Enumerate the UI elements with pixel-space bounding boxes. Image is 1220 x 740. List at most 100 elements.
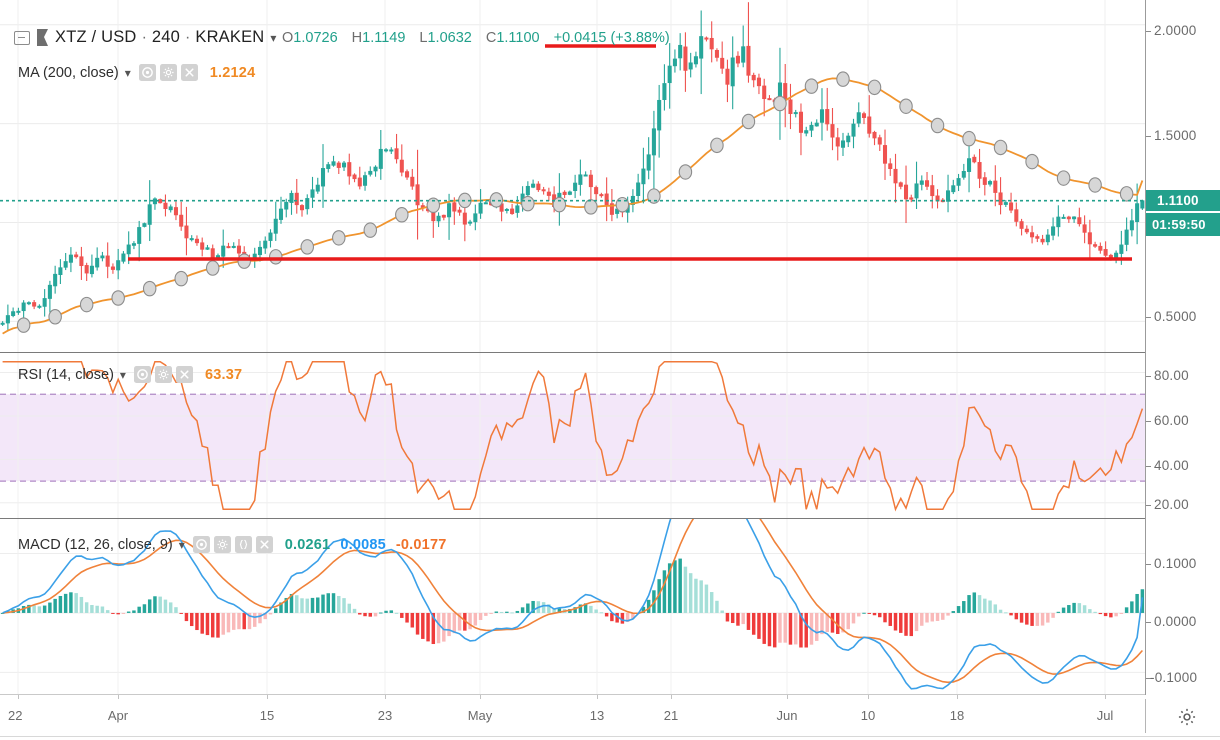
time-axis-tick-mark <box>385 695 386 699</box>
price-change: +0.0415 (+3.88%) <box>553 30 670 46</box>
eye-icon[interactable] <box>138 64 156 81</box>
time-axis-tick-mark <box>1105 695 1106 699</box>
price-chart-svg <box>0 0 1145 352</box>
rsi-title[interactable]: RSI (14, close) <box>18 366 114 383</box>
ma-title[interactable]: MA (200, close) <box>18 64 119 81</box>
gear-icon[interactable] <box>213 536 231 553</box>
rsi-button-group <box>133 366 197 383</box>
ohlc-low-value: 1.0632 <box>427 30 472 46</box>
price-axis[interactable]: 2.0000 1.5000 0.5000 1.1100 01:59:50 80.… <box>1145 0 1220 695</box>
interval-label[interactable]: 240 <box>151 28 181 46</box>
current-price-badge[interactable]: 1.1100 <box>1146 190 1220 211</box>
ohlc-open-value: 1.0726 <box>293 30 338 46</box>
gear-icon[interactable] <box>1176 706 1198 728</box>
ohlc-high-label: H <box>351 30 363 46</box>
macd-title[interactable]: MACD (12, 26, close, 9) <box>18 536 173 553</box>
chevron-down-icon[interactable]: ▾ <box>270 30 277 45</box>
time-axis-tick-mark <box>267 695 268 699</box>
axis-tick-mark <box>1146 622 1151 623</box>
ma-button-group <box>138 64 202 81</box>
time-axis-tick-mark <box>787 695 788 699</box>
axis-tick-mark <box>1146 31 1151 32</box>
time-axis-tick-4: May <box>467 708 493 723</box>
axis-tick-mark <box>1146 376 1151 377</box>
macd-histogram-value: -0.0177 <box>395 536 447 553</box>
gear-icon[interactable] <box>154 366 172 383</box>
pane-separator-rsi-macd[interactable] <box>0 518 1220 519</box>
rsi-axis-tick-0: 80.00 <box>1154 368 1189 383</box>
macd-axis-tick-0: 0.1000 <box>1154 556 1197 571</box>
time-axis-tick-7: Jun <box>776 708 798 723</box>
pane-separator-price-rsi[interactable] <box>0 352 1220 353</box>
time-axis-tick-0: 22 <box>8 708 23 723</box>
braces-icon[interactable] <box>234 536 252 553</box>
rsi-value: 63.37 <box>204 366 243 383</box>
countdown-badge: 01:59:50 <box>1146 213 1220 236</box>
axis-tick-mark <box>1146 678 1151 679</box>
close-icon[interactable] <box>255 536 273 553</box>
eye-icon[interactable] <box>192 536 210 553</box>
ohlc-open-label: O <box>282 30 294 46</box>
time-axis-tick-1: Apr <box>107 708 129 723</box>
time-axis-tick-mark <box>480 695 481 699</box>
close-icon[interactable] <box>175 366 193 383</box>
axis-tick-mark <box>1146 421 1151 422</box>
minus-box-icon[interactable] <box>14 30 30 45</box>
time-axis-tick-mark <box>671 695 672 699</box>
axis-tick-mark <box>1146 317 1151 318</box>
ohlc-high-value: 1.1149 <box>362 30 406 46</box>
macd-axis-tick-1: 0.0000 <box>1154 614 1197 629</box>
gear-icon[interactable] <box>159 64 177 81</box>
rsi-axis-tick-3: 20.00 <box>1154 497 1189 512</box>
ma-indicator-legend[interactable]: MA (200, close) ▾ 1.2124 <box>18 64 255 81</box>
chevron-down-icon[interactable]: ▾ <box>178 537 185 552</box>
symbol-name[interactable]: XTZ / USD <box>55 28 137 46</box>
symbol-sep-2: · <box>185 28 191 46</box>
time-axis-tick-2: 15 <box>259 708 275 723</box>
axis-tick-mark <box>1146 505 1151 506</box>
rsi-axis-tick-1: 60.00 <box>1154 413 1189 428</box>
ohlc-low: L1.0632 <box>419 30 471 46</box>
time-axis-tick-6: 21 <box>663 708 679 723</box>
time-axis-tick-mark <box>868 695 869 699</box>
time-axis-tick-5: 13 <box>589 708 605 723</box>
ohlc-close-value: 1.1100 <box>496 30 540 46</box>
ohlc-legend: O1.0726 H1.1149 L1.0632 C1.1100 +0.0415 … <box>282 30 670 46</box>
time-axis-tick-mark <box>118 695 119 699</box>
axis-tick-mark <box>1146 564 1151 565</box>
close-icon[interactable] <box>180 64 198 81</box>
price-chart-pane[interactable] <box>0 0 1145 352</box>
exchange-label[interactable]: KRAKEN <box>195 28 265 46</box>
chevron-down-icon[interactable]: ▾ <box>119 367 126 382</box>
symbol-sep-1: · <box>141 28 147 46</box>
rsi-axis-tick-2: 40.00 <box>1154 458 1189 473</box>
time-axis-tick-mark <box>597 695 598 699</box>
time-axis-baseline <box>0 736 1220 737</box>
ohlc-close: C1.1100 <box>486 30 540 46</box>
time-axis-tick-9: 18 <box>949 708 965 723</box>
macd-value: 0.0261 <box>284 536 331 553</box>
time-axis-tick-8: 10 <box>860 708 876 723</box>
axis-tick-mark <box>1146 466 1151 467</box>
rsi-indicator-legend[interactable]: RSI (14, close) ▾ 63.37 <box>18 366 242 383</box>
price-axis-tick-2: 0.5000 <box>1154 309 1197 324</box>
eye-icon[interactable] <box>133 366 151 383</box>
time-axis-divider <box>1145 699 1146 733</box>
symbol-legend[interactable]: XTZ / USD · 240 · KRAKEN ▾ <box>14 28 276 47</box>
macd-chart-pane[interactable] <box>0 519 1145 695</box>
axis-tick-mark <box>1146 136 1151 137</box>
ohlc-high: H1.1149 <box>352 30 406 46</box>
macd-chart-svg <box>0 519 1145 695</box>
price-axis-tick-1: 1.5000 <box>1154 128 1197 143</box>
macd-signal-value: 0.0085 <box>340 536 386 553</box>
ohlc-open: O1.0726 <box>282 30 338 46</box>
ma-value: 1.2124 <box>209 64 256 81</box>
time-axis-tick-3: 23 <box>377 708 393 723</box>
time-axis-tick-mark <box>957 695 958 699</box>
macd-axis-tick-2: -0.1000 <box>1150 670 1198 685</box>
macd-button-group <box>192 536 277 553</box>
time-axis[interactable]: 22 Apr 15 23 May 13 21 Jun 10 18 Jul <box>0 695 1220 740</box>
ohlc-close-label: C <box>485 30 497 46</box>
macd-indicator-legend[interactable]: MACD (12, 26, close, 9) ▾ 0.0261 0.0085 … <box>18 536 446 553</box>
chevron-down-icon[interactable]: ▾ <box>124 65 131 80</box>
